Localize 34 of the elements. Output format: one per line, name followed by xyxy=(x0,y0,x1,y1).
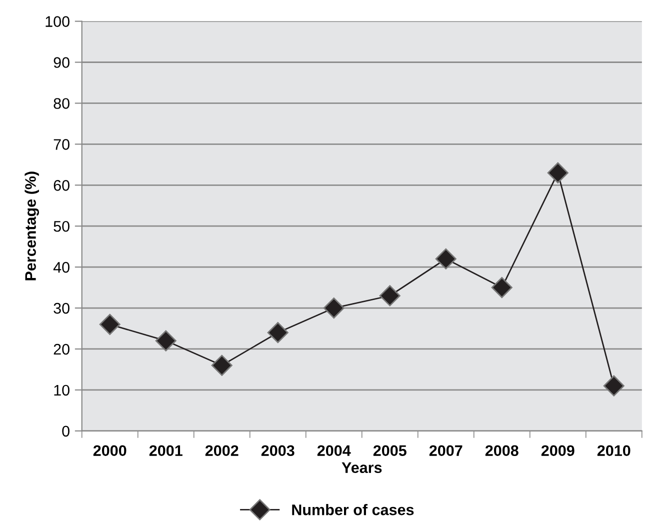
point xyxy=(491,277,512,298)
y-tick-label: 70 xyxy=(54,139,70,150)
point xyxy=(99,314,120,335)
x-tick-label: 2005 xyxy=(373,445,406,456)
y-axis-title: Percentage (%) xyxy=(24,172,40,280)
y-tick-label: 80 xyxy=(54,98,70,109)
point xyxy=(547,162,568,184)
y-tick-label: 60 xyxy=(54,180,70,191)
x-tick-label: 2010 xyxy=(597,445,630,456)
point xyxy=(267,322,288,344)
x-tick-label: 2007 xyxy=(429,445,462,456)
x-tick-label: 2000 xyxy=(93,445,126,456)
x-tick-label: 2008 xyxy=(485,445,518,456)
legend-label: Number of cases xyxy=(292,504,414,516)
x-tick-label: 2003 xyxy=(261,445,294,456)
y-tick-label: 0 xyxy=(62,426,70,437)
y-tick-label: 40 xyxy=(53,262,70,273)
y-tick-label: 50 xyxy=(54,220,70,232)
point xyxy=(211,354,232,376)
point xyxy=(435,248,456,270)
y-tick-label: 90 xyxy=(54,57,70,68)
x-axis-title: Years xyxy=(342,462,382,474)
point xyxy=(155,330,176,352)
point xyxy=(379,285,400,306)
y-tick-label: 20 xyxy=(54,344,70,355)
x-tick-label: 2009 xyxy=(541,445,574,456)
x-tick-label: 2004 xyxy=(317,445,351,456)
point xyxy=(323,298,344,319)
y-tick-label: 10 xyxy=(54,384,70,396)
x-tick-label: 2002 xyxy=(205,445,238,456)
x-tick-label: 2001 xyxy=(149,445,182,456)
y-tick-label: 30 xyxy=(54,302,70,314)
point xyxy=(603,375,624,396)
y-tick-label: 100 xyxy=(46,16,70,27)
